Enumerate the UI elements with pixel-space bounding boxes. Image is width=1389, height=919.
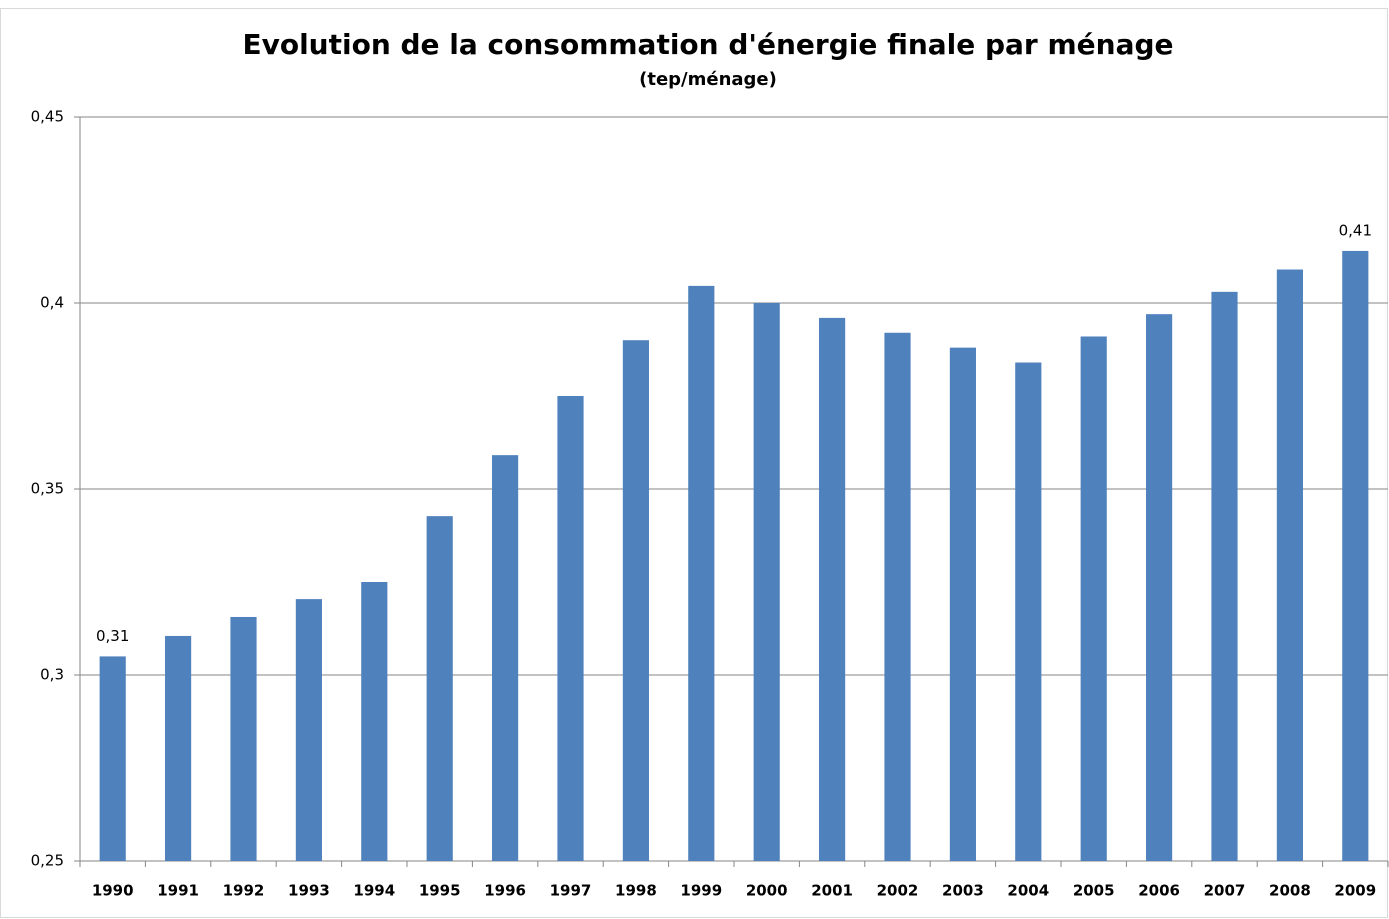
x-tick-label: 1995 bbox=[419, 882, 461, 900]
chart-border bbox=[0, 8, 1388, 918]
y-tick-label: 0,4 bbox=[40, 294, 64, 312]
data-label: 0,31 bbox=[96, 627, 129, 645]
bar bbox=[426, 516, 453, 861]
bar bbox=[1146, 314, 1173, 861]
y-tick-label: 0,3 bbox=[40, 666, 64, 684]
x-tick-label: 2006 bbox=[1138, 882, 1180, 900]
x-tick-label: 2009 bbox=[1334, 882, 1376, 900]
bar bbox=[165, 635, 192, 861]
x-tick-label: 1994 bbox=[353, 882, 395, 900]
x-tick-label: 1993 bbox=[288, 882, 330, 900]
bar bbox=[1211, 291, 1238, 862]
bar bbox=[295, 599, 322, 861]
x-tick-label: 1997 bbox=[550, 882, 592, 900]
x-tick-label: 1998 bbox=[615, 882, 657, 900]
x-tick-label: 2007 bbox=[1204, 882, 1246, 900]
bar bbox=[1342, 250, 1369, 862]
bar bbox=[819, 317, 846, 861]
x-tick-label: 1991 bbox=[157, 882, 199, 900]
bar bbox=[1015, 362, 1042, 861]
x-tick-label: 2001 bbox=[811, 882, 853, 900]
x-tick-label: 2002 bbox=[877, 882, 919, 900]
bar bbox=[753, 303, 780, 861]
x-tick-label: 1992 bbox=[223, 882, 265, 900]
y-tick-label: 0,25 bbox=[31, 852, 64, 870]
x-tick-label: 2008 bbox=[1269, 882, 1311, 900]
x-tick-label: 2003 bbox=[942, 882, 984, 900]
bar bbox=[1080, 336, 1107, 862]
bar bbox=[622, 340, 649, 861]
bar bbox=[557, 396, 584, 861]
y-tick-label: 0,45 bbox=[31, 108, 64, 126]
x-tick-label: 2000 bbox=[746, 882, 788, 900]
x-tick-label: 1990 bbox=[92, 882, 134, 900]
x-tick-label: 2005 bbox=[1073, 882, 1115, 900]
bar bbox=[688, 285, 715, 861]
bar bbox=[492, 455, 519, 861]
bar bbox=[1276, 269, 1303, 861]
bar bbox=[884, 332, 911, 861]
bar bbox=[949, 347, 976, 861]
chart-title: Evolution de la consommation d'énergie f… bbox=[242, 28, 1173, 61]
bar bbox=[230, 616, 257, 861]
x-tick-label: 2004 bbox=[1007, 882, 1049, 900]
chart-subtitle: (tep/ménage) bbox=[639, 69, 777, 90]
x-tick-label: 1996 bbox=[484, 882, 526, 900]
bar bbox=[99, 656, 126, 861]
bar bbox=[361, 582, 388, 861]
data-label: 0,41 bbox=[1339, 221, 1372, 239]
x-tick-label: 1999 bbox=[680, 882, 722, 900]
y-tick-label: 0,35 bbox=[31, 480, 64, 498]
